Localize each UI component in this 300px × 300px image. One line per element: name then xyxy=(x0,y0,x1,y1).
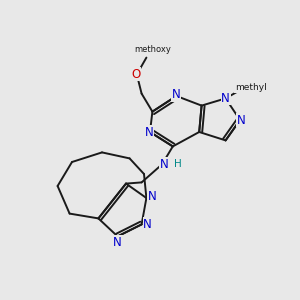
Text: N: N xyxy=(160,158,169,171)
Text: N: N xyxy=(172,88,181,101)
Text: N: N xyxy=(144,125,153,139)
Text: N: N xyxy=(113,236,122,249)
Text: O: O xyxy=(131,68,140,81)
Text: methyl: methyl xyxy=(235,83,267,92)
Text: N: N xyxy=(237,113,246,127)
Text: N: N xyxy=(143,218,152,231)
Text: methoxy: methoxy xyxy=(134,45,171,54)
Text: N: N xyxy=(221,92,230,105)
Text: H: H xyxy=(174,159,182,170)
Text: N: N xyxy=(148,190,157,203)
